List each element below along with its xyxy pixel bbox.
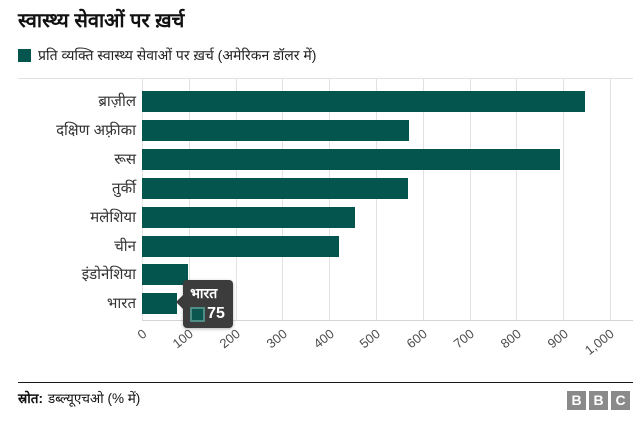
gridline: [469, 78, 471, 320]
x-tick-label: 200: [216, 326, 243, 352]
tooltip-category: भारत: [190, 285, 218, 302]
chart-legend: प्रति व्यक्ति स्वास्थ्य सेवाओं पर ख़र्च …: [18, 46, 316, 65]
legend-label: प्रति व्यक्ति स्वास्थ्य सेवाओं पर ख़र्च …: [38, 47, 317, 63]
x-tick-label: 0: [134, 326, 150, 343]
x-tick-label: 1,000: [582, 326, 618, 358]
gridline: [563, 78, 565, 320]
x-tick-label: 500: [356, 326, 384, 352]
x-axis-line: [142, 320, 633, 321]
plot-top-gridline: [18, 78, 633, 79]
category-label: इंडोनेशिया: [81, 266, 136, 284]
gridline: [422, 78, 424, 320]
gridline: [329, 78, 331, 320]
bbc-logo-letter-b2: B: [589, 391, 608, 410]
x-tick-label: 600: [403, 326, 431, 352]
gridline: [516, 78, 518, 320]
category-label: दक्षिण अफ़्रीका: [56, 121, 136, 139]
bar[interactable]: [142, 119, 409, 141]
legend-swatch: [18, 49, 31, 62]
gridline: [188, 78, 190, 320]
bar[interactable]: [142, 293, 178, 315]
x-tick-label: 300: [263, 326, 290, 352]
category-label: रूस: [114, 150, 136, 168]
bar[interactable]: [142, 235, 339, 257]
category-label: भारत: [106, 295, 136, 313]
source-note: स्रोत: डब्ल्यूएचओ (% में): [18, 389, 140, 407]
x-tick-label: 400: [310, 326, 337, 352]
x-tick-label: 700: [450, 326, 477, 352]
bar[interactable]: [142, 177, 408, 199]
x-tick-label: 100: [169, 326, 197, 352]
bar[interactable]: [142, 206, 356, 228]
source-label: स्रोत:: [18, 391, 43, 406]
tooltip-value: 75: [207, 305, 225, 323]
gridline: [376, 78, 377, 320]
chart-tooltip: भारत 75: [176, 280, 233, 329]
category-label: तुर्की: [112, 179, 136, 197]
gridline: [235, 78, 237, 320]
bbc-logo-letter-b1: B: [567, 391, 586, 410]
category-label: चीन: [114, 237, 136, 255]
tooltip-arrow-icon: [176, 295, 184, 310]
gridline: [610, 78, 611, 320]
gridline: [142, 78, 143, 320]
tooltip-row: 75: [190, 306, 225, 322]
page-title: स्वास्थ्य सेवाओं पर ख़र्च: [18, 10, 185, 32]
source-text: डब्ल्यूएचओ (% में): [47, 391, 141, 406]
bbc-logo: B B C: [567, 391, 630, 410]
bar[interactable]: [142, 264, 189, 286]
bar[interactable]: [142, 91, 586, 112]
bar[interactable]: [142, 148, 560, 170]
bbc-logo-letter-c: C: [611, 391, 630, 410]
footer-divider: [18, 382, 633, 383]
gridline: [282, 78, 284, 320]
x-tick-label: 800: [497, 326, 524, 352]
category-label: मलेशिया: [90, 208, 136, 226]
tooltip-series-swatch: [190, 306, 206, 322]
x-tick-label: 900: [544, 326, 571, 352]
category-label: ब्राज़ील: [98, 93, 136, 110]
